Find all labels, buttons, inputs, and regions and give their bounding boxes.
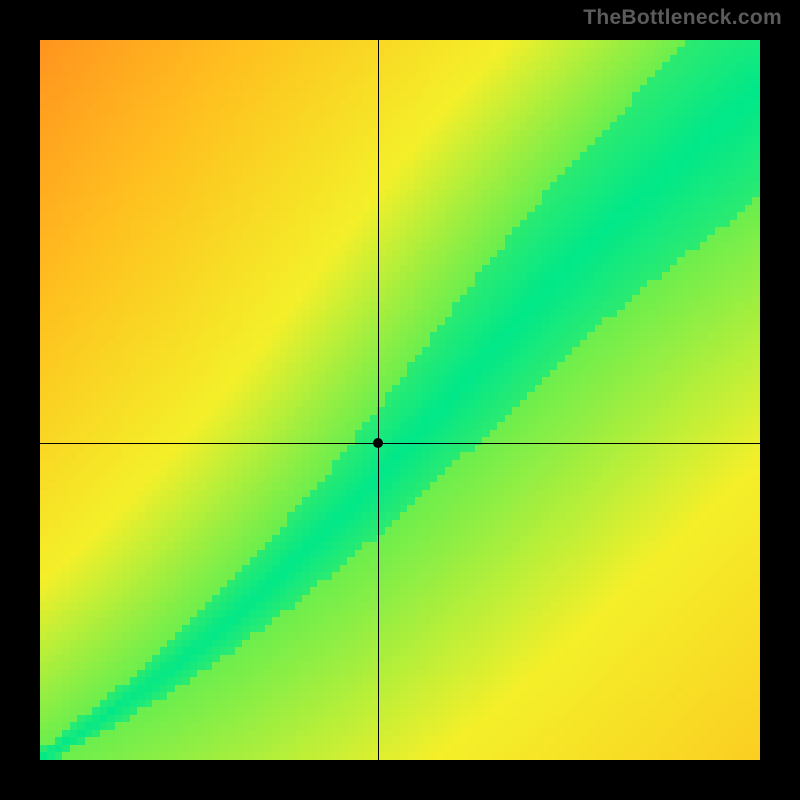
crosshair-vertical (378, 40, 379, 760)
chart-root: TheBottleneck.com (0, 0, 800, 800)
crosshair-horizontal (40, 443, 760, 444)
attribution-watermark: TheBottleneck.com (583, 6, 782, 30)
heatmap-canvas (40, 40, 760, 760)
crosshair-marker (373, 438, 383, 448)
heatmap-plot (40, 40, 760, 760)
